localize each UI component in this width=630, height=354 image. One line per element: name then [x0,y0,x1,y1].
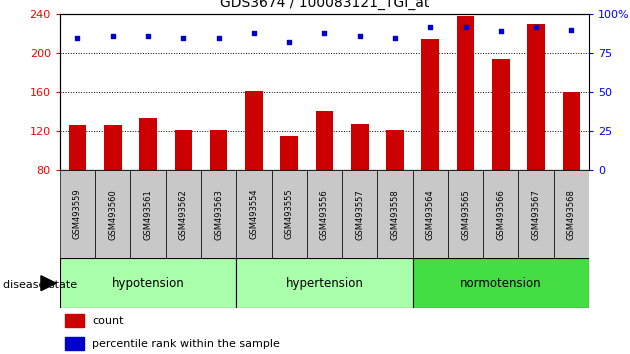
Point [108,33,118,39]
Bar [316,110,333,170]
Bar [201,170,236,258]
Text: disease state: disease state [3,280,77,290]
Bar [60,258,236,308]
Point [143,33,153,39]
Point [214,35,224,40]
Text: GSM493559: GSM493559 [73,189,82,240]
Bar [527,24,545,170]
Point [425,24,435,29]
Text: GSM493554: GSM493554 [249,189,258,240]
Text: GSM493565: GSM493565 [461,189,470,240]
Text: count: count [92,316,123,326]
Bar [554,170,589,258]
Text: normotension: normotension [460,277,542,290]
Bar [175,130,192,170]
Bar [65,314,84,327]
Bar [386,130,404,170]
Bar [307,170,342,258]
Bar [95,170,130,258]
Bar [421,40,439,170]
Point [390,35,400,40]
Text: GSM493563: GSM493563 [214,189,223,240]
Bar [413,258,589,308]
Bar [280,136,298,170]
Text: GSM493567: GSM493567 [532,189,541,240]
Text: GSM493566: GSM493566 [496,189,505,240]
Polygon shape [41,276,56,291]
Bar [351,124,369,170]
Bar [236,170,272,258]
Bar [104,125,122,170]
Text: GSM493557: GSM493557 [355,189,364,240]
Bar [483,170,518,258]
Text: hypertension: hypertension [285,277,364,290]
Text: GSM493560: GSM493560 [108,189,117,240]
Bar [563,92,580,170]
Text: GSM493558: GSM493558 [391,189,399,240]
Point [496,28,506,34]
Text: GSM493564: GSM493564 [426,189,435,240]
Bar [457,16,474,170]
Text: GSM493555: GSM493555 [285,189,294,240]
Bar [377,170,413,258]
Point [461,24,471,29]
Text: GSM493562: GSM493562 [179,189,188,240]
Text: GSM493556: GSM493556 [320,189,329,240]
Bar [518,170,554,258]
Point [284,39,294,45]
Point [566,27,576,33]
Text: GSM493568: GSM493568 [567,189,576,240]
Point [249,30,259,36]
Text: hypotension: hypotension [112,277,185,290]
Text: percentile rank within the sample: percentile rank within the sample [92,339,280,349]
Title: GDS3674 / 100083121_TGI_at: GDS3674 / 100083121_TGI_at [220,0,429,10]
Bar [69,125,86,170]
Point [72,35,83,40]
Bar [448,170,483,258]
Bar [210,130,227,170]
Bar [236,258,413,308]
Bar [492,59,510,170]
Bar [130,170,166,258]
Point [178,35,188,40]
Bar [342,170,377,258]
Bar [60,170,95,258]
Bar [65,337,84,350]
Bar [139,118,157,170]
Point [531,24,541,29]
Bar [272,170,307,258]
Bar [166,170,201,258]
Point [319,30,329,36]
Point [355,33,365,39]
Bar [413,170,448,258]
Bar [245,91,263,170]
Text: GSM493561: GSM493561 [144,189,152,240]
